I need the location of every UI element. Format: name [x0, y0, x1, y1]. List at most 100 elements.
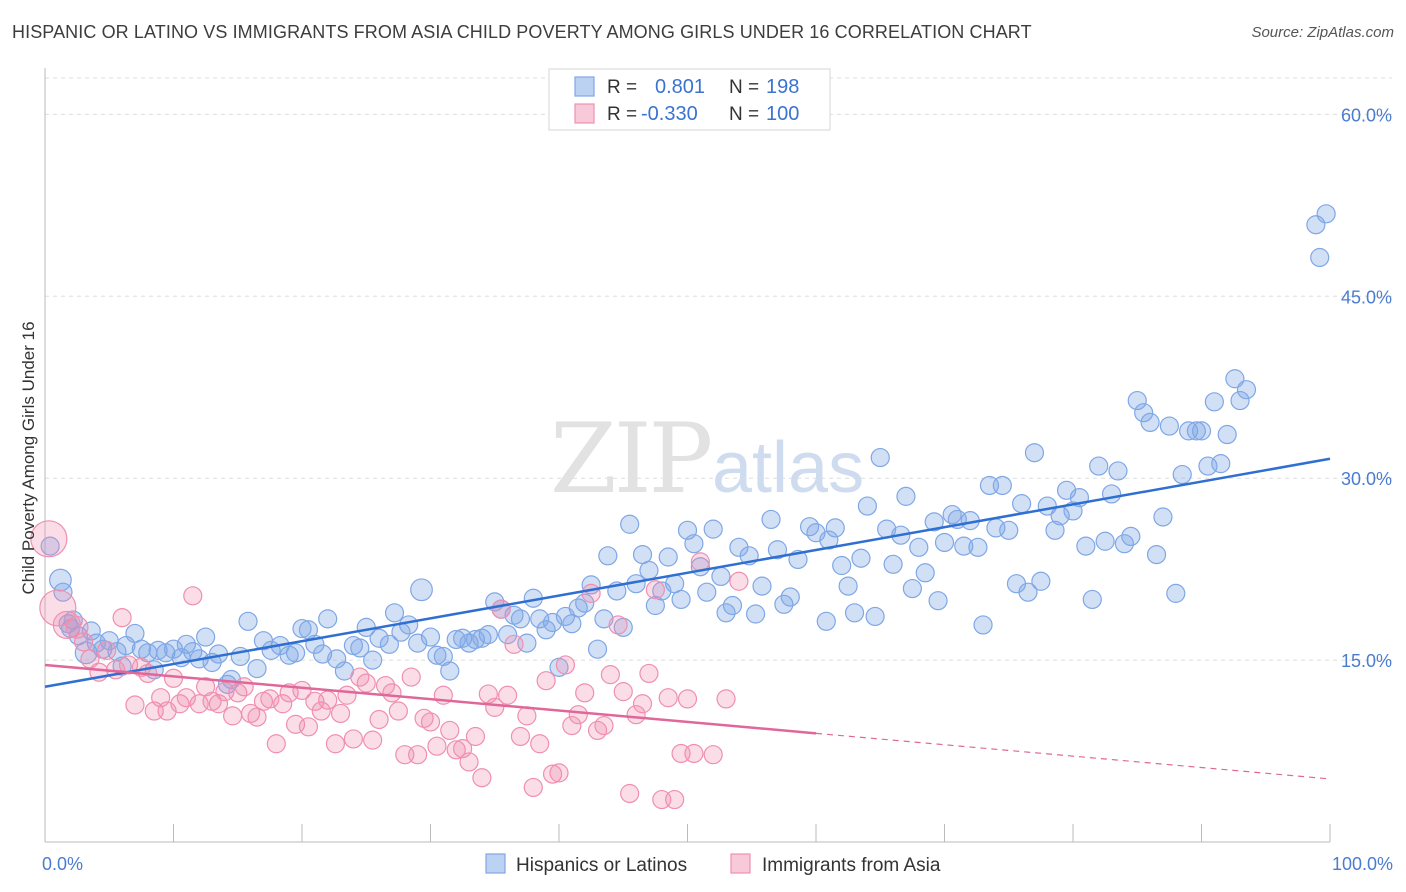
legend-n-value-0: 198 [766, 76, 799, 98]
point-pink-28 [234, 677, 254, 697]
point-blue-102 [711, 566, 731, 587]
point-pink-54 [401, 667, 421, 687]
point-blue-175 [1191, 421, 1212, 441]
point-blue-144 [992, 475, 1012, 496]
point-blue-47 [350, 638, 370, 658]
point-blue-117 [819, 530, 839, 550]
point-pink-92 [645, 580, 665, 600]
point-blue-125 [870, 447, 890, 468]
point-pink-102 [729, 571, 749, 591]
point-pink-73 [523, 777, 543, 798]
tick-labels: 15.0% 30.0% 45.0% 60.0% 0.0% 100.0% [42, 105, 1393, 874]
point-blue-32 [238, 611, 258, 631]
point-blue-172 [1172, 464, 1192, 485]
point-pink-63 [459, 752, 479, 772]
point-blue-58 [427, 645, 447, 665]
point-pink-76 [542, 764, 563, 784]
bottom-legend-swatch-pink [730, 853, 751, 874]
point-pink-26 [223, 706, 243, 726]
bottom-legend-label-1: Immigrants from Asia [762, 855, 941, 876]
point-blue-91 [639, 560, 659, 580]
point-blue-164 [1121, 526, 1141, 547]
point-blue-124 [865, 606, 885, 627]
point-blue-0 [40, 536, 60, 556]
point-pink-87 [613, 682, 633, 702]
point-blue-161 [1101, 484, 1122, 504]
point-blue-116 [816, 611, 836, 631]
legend-swatch-blue [574, 76, 595, 97]
point-blue-177 [1204, 392, 1224, 412]
point-blue-60 [440, 661, 460, 681]
point-blue-61 [446, 629, 466, 650]
point-pink-65 [472, 768, 492, 788]
y-tick-label-2: 45.0% [1341, 287, 1392, 307]
point-blue-2 [53, 582, 73, 602]
point-blue-166 [1134, 403, 1154, 423]
point-pink-4 [73, 632, 94, 652]
point-pink-51 [382, 683, 402, 703]
bottom-legend-label-0: Hispanics or Latinos [516, 855, 687, 876]
x-tick-label-1: 100.0% [1332, 854, 1393, 874]
point-blue-56 [410, 578, 433, 602]
point-blue-26 [196, 627, 216, 647]
point-pink-85 [600, 665, 621, 685]
point-blue-171 [1166, 583, 1186, 603]
point-blue-157 [1076, 536, 1096, 556]
point-pink-42 [325, 734, 346, 754]
point-blue-110 [767, 540, 788, 560]
point-pink-98 [684, 743, 704, 764]
point-blue-145 [999, 520, 1019, 540]
legend-r-label-0: R = [607, 77, 637, 98]
point-blue-127 [883, 554, 903, 574]
point-pink-71 [510, 726, 531, 747]
point-blue-57 [420, 627, 441, 647]
point-blue-107 [746, 604, 766, 624]
point-pink-17 [163, 668, 184, 688]
point-blue-121 [844, 603, 865, 623]
point-pink-79 [562, 715, 582, 736]
point-blue-119 [832, 555, 852, 576]
point-pink-49 [369, 709, 389, 730]
point-pink-38 [298, 717, 319, 737]
point-blue-65 [472, 628, 492, 648]
point-pink-61 [446, 740, 466, 760]
point-blue-138 [954, 536, 974, 556]
point-blue-159 [1089, 456, 1109, 476]
point-blue-81 [575, 593, 595, 613]
point-pink-45 [343, 729, 363, 749]
point-blue-50 [369, 628, 389, 648]
point-blue-51 [379, 634, 399, 654]
point-pink-82 [581, 583, 601, 603]
point-pink-97 [677, 689, 698, 709]
point-blue-140 [968, 537, 988, 557]
point-blue-167 [1140, 412, 1160, 433]
point-blue-122 [851, 548, 871, 568]
point-pink-0 [30, 520, 68, 558]
point-blue-43 [318, 609, 338, 629]
point-pink-75 [536, 671, 556, 691]
point-blue-74 [530, 609, 550, 629]
point-blue-8 [81, 621, 101, 641]
point-blue-23 [176, 634, 196, 654]
trend-lines [44, 457, 1331, 780]
point-blue-129 [896, 486, 916, 506]
watermark: ZIP atlas [550, 403, 864, 515]
point-blue-148 [1018, 582, 1038, 602]
legend-r-label-1: R = [607, 104, 637, 125]
point-pink-43 [330, 703, 351, 724]
y-tick-label-0: 15.0% [1341, 651, 1392, 671]
chart-source: Source: ZipAtlas.com [1251, 24, 1394, 41]
point-blue-52 [384, 603, 405, 623]
watermark-atlas: atlas [712, 428, 864, 508]
point-blue-152 [1045, 520, 1065, 540]
point-blue-134 [928, 591, 948, 611]
point-pink-67 [485, 697, 505, 717]
point-pink-68 [491, 599, 511, 619]
point-pink-84 [594, 715, 614, 736]
point-blue-49 [363, 650, 383, 670]
point-pink-88 [620, 783, 640, 804]
point-blue-185 [1316, 204, 1336, 224]
point-pink-34 [273, 694, 293, 714]
point-blue-132 [915, 563, 935, 583]
point-pink-69 [498, 685, 518, 705]
